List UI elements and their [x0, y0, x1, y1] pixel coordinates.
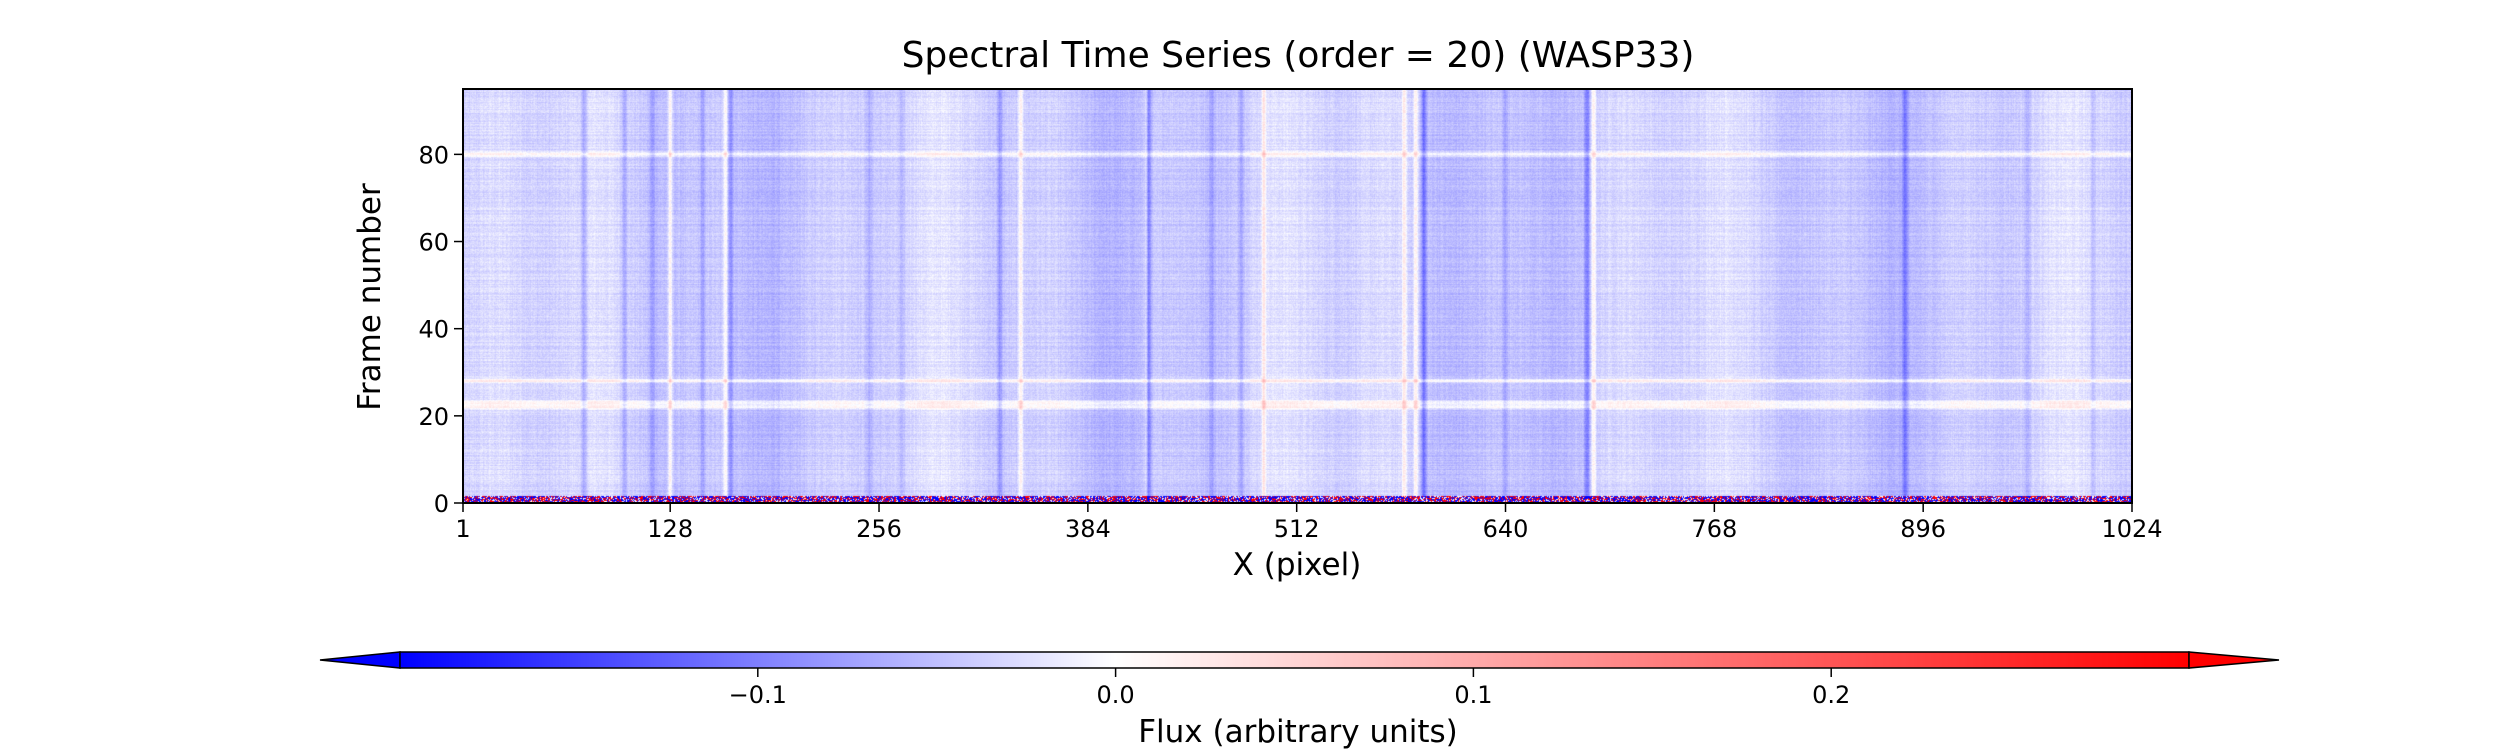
- heatmap-image: [463, 89, 2132, 503]
- colorbar-tick-label: 0.2: [1812, 681, 1850, 709]
- x-tick-label: 256: [856, 515, 902, 543]
- y-tick-label: 40: [418, 316, 449, 344]
- colorbar-body: [399, 651, 2190, 669]
- x-tick-label: 1: [455, 515, 470, 543]
- x-tick-label: 128: [647, 515, 693, 543]
- colorbar-tick-label: 0.1: [1454, 681, 1492, 709]
- x-tick-label: 640: [1483, 515, 1529, 543]
- colorbar-extend-low: [319, 651, 401, 669]
- x-axis: 1 128 256 384 512 640 768 896 1024: [455, 503, 2163, 543]
- y-axis-label: Frame number: [352, 183, 388, 411]
- chart-title: Spectral Time Series (order = 20) (WASP3…: [902, 35, 1695, 76]
- y-tick-label: 0: [434, 490, 449, 518]
- plot-frame: [462, 88, 2133, 504]
- colorbar-label: Flux (arbitrary units): [1138, 714, 1458, 750]
- x-tick-label: 384: [1065, 515, 1111, 543]
- y-axis: 0 20 40 60 80: [418, 141, 463, 518]
- x-tick-label: 768: [1691, 515, 1737, 543]
- y-tick-label: 80: [418, 141, 449, 169]
- y-tick-label: 20: [418, 403, 449, 431]
- x-tick-label: 1024: [2101, 515, 2162, 543]
- colorbar-ticks: −0.1 0.0 0.1 0.2: [729, 668, 1850, 709]
- colorbar-tick-label: −0.1: [729, 681, 787, 709]
- x-axis-label: X (pixel): [1233, 547, 1362, 583]
- x-tick-label: 512: [1274, 515, 1320, 543]
- colorbar: −0.1 0.0 0.1 0.2 Flux (arbitrary units): [319, 651, 2280, 750]
- x-tick-label: 896: [1900, 515, 1946, 543]
- colorbar-extend-high: [2188, 651, 2280, 669]
- y-tick-label: 60: [418, 229, 449, 257]
- plot-area: [462, 88, 2133, 504]
- colorbar-tick-label: 0.0: [1097, 681, 1135, 709]
